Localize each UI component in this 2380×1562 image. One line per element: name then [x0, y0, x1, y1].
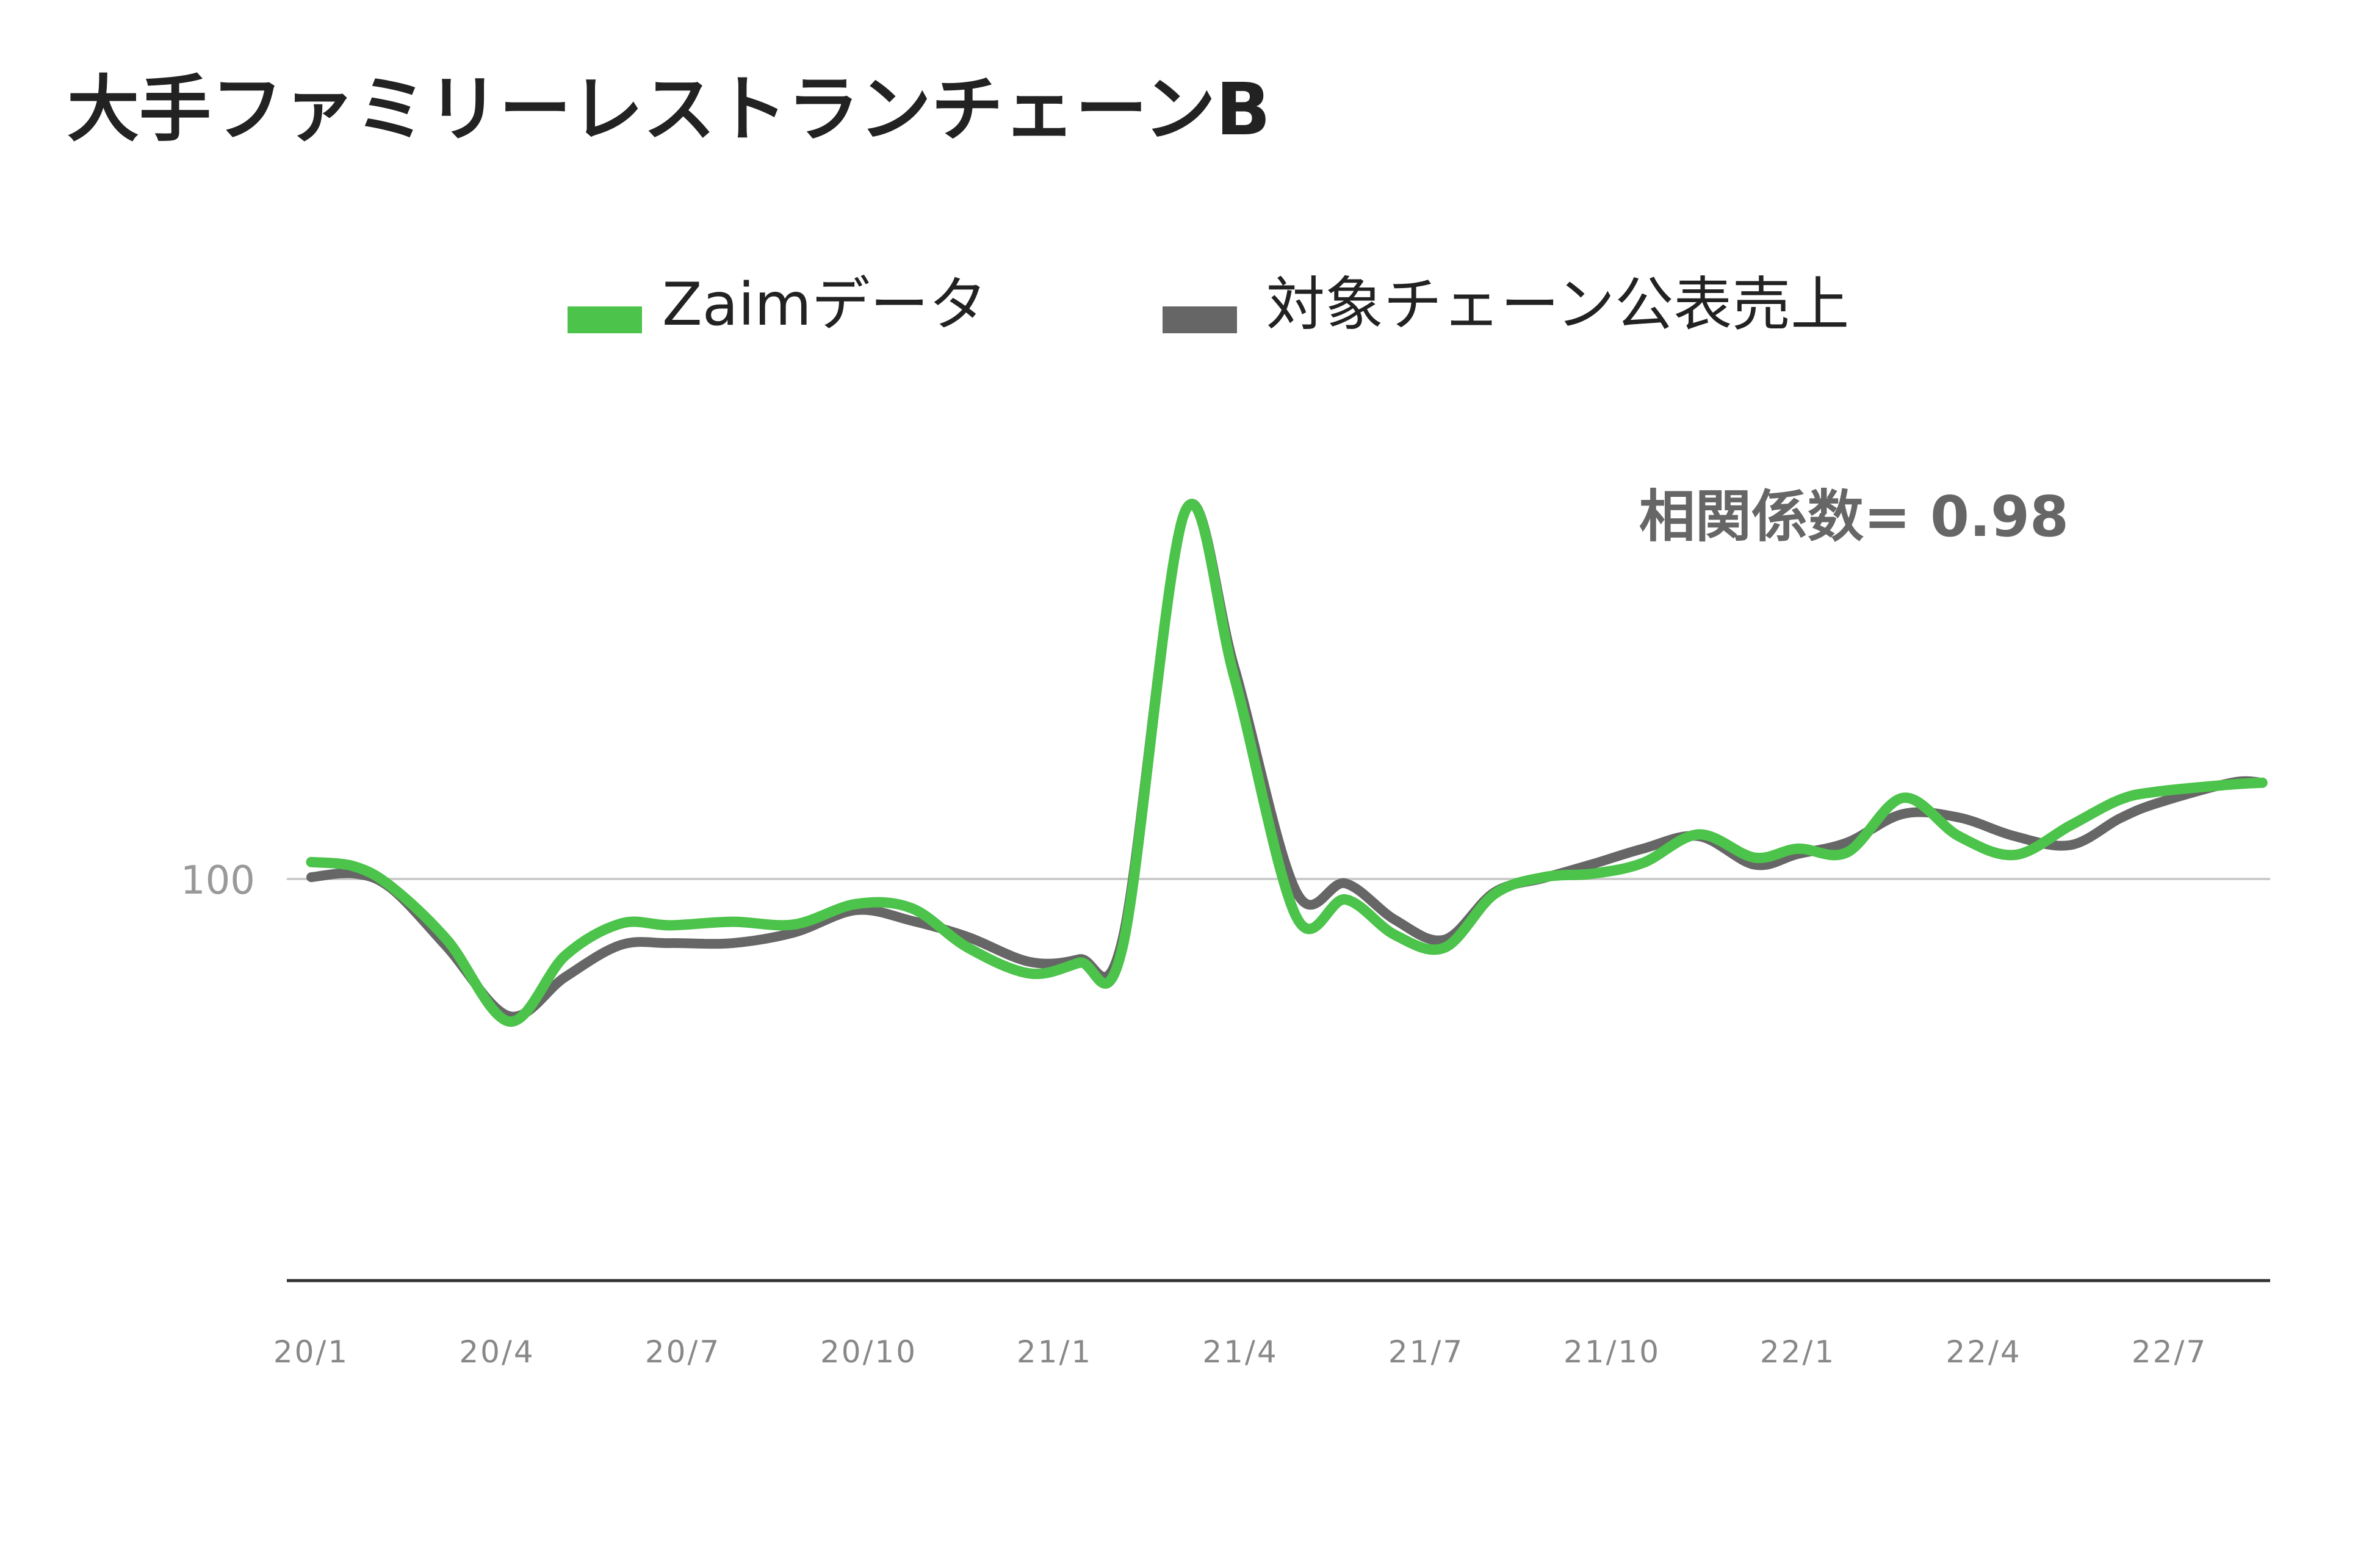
legend-label: 対象チェーン公表売上 [1266, 270, 1849, 339]
series-lines [306, 499, 2268, 1027]
x-tick-label: 20/1 [273, 1334, 349, 1370]
x-tick-label: 21/10 [1563, 1334, 1661, 1370]
x-tick-label: 21/1 [1017, 1334, 1092, 1370]
x-tick-label: 20/10 [820, 1334, 917, 1370]
x-tick-label: 22/1 [1760, 1334, 1836, 1370]
legend-label: Zaimデータ [662, 270, 987, 339]
legend-swatch [568, 306, 642, 333]
x-tick-label: 21/7 [1388, 1334, 1464, 1370]
x-axis: 20/1 20/4 20/7 20/10 21/1 21/4 21/7 21/10 22/1 22… [273, 1279, 2270, 1370]
chart-title: 大手ファミリーレストランチェーンB [67, 67, 1271, 151]
x-tick-label: 22/4 [1945, 1334, 2021, 1370]
x-tick-label: 20/7 [645, 1334, 721, 1370]
series-line-zaim [306, 499, 2268, 1027]
y-tick-label: 100 [181, 858, 255, 903]
legend-swatch [1163, 306, 1237, 333]
x-tick-label: 20/4 [459, 1334, 535, 1370]
legend-item-chain-sales: 対象チェーン公表売上 [1163, 270, 1849, 339]
reference-line: 100 [181, 858, 2270, 903]
correlation-annotation: 相関係数= 0.98 [1639, 484, 2069, 549]
x-tick-label: 22/7 [2132, 1334, 2207, 1370]
series-line-chain-sales [306, 499, 2268, 1022]
legend: Zaimデータ 対象チェーン公表売上 [568, 270, 1849, 339]
x-tick-label: 21/4 [1202, 1334, 1278, 1370]
legend-item-zaim: Zaimデータ [568, 270, 987, 339]
